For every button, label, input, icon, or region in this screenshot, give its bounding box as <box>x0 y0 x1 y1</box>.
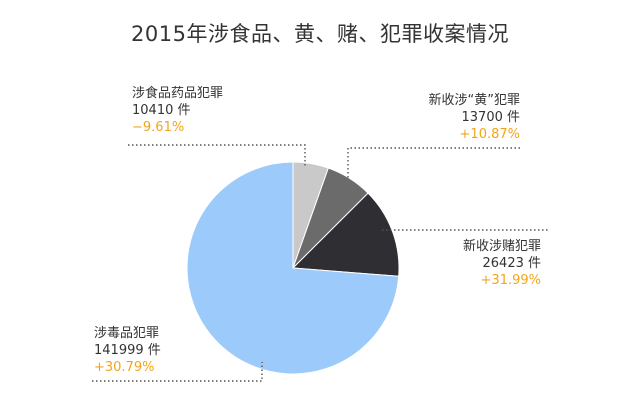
pie-slice-gambling <box>291 192 400 277</box>
slice-value-drug: 141999 件 <box>94 343 161 358</box>
label-food-drug: 涉食品药品犯罪 10410 件 −9.61% <box>132 85 223 136</box>
slice-label-drug: 涉毒品犯罪 <box>94 326 160 341</box>
leader-line-food-drug <box>128 144 306 168</box>
slice-change-drug: +30.79% <box>94 360 155 375</box>
slice-change-food-drug: −9.61% <box>132 120 185 135</box>
slice-value-food-drug: 10410 件 <box>132 103 191 118</box>
leader-line-drug <box>92 362 263 382</box>
label-gambling: 新收涉赌犯罪 26423 件 +31.99% <box>449 238 541 289</box>
slice-label-gambling: 新收涉赌犯罪 <box>462 239 541 254</box>
leader-line-porn <box>347 147 520 180</box>
slice-label-food-drug: 涉食品药品犯罪 <box>132 86 224 101</box>
label-porn: 新收涉“黄”犯罪 13700 件 +10.87% <box>414 92 520 143</box>
pie-slice-drug <box>186 161 400 375</box>
pie-slices <box>186 161 400 375</box>
label-drug: 涉毒品犯罪 141999 件 +30.79% <box>94 325 161 376</box>
leader-lines <box>92 144 549 382</box>
slice-label-porn: 新收涉“黄”犯罪 <box>428 93 520 108</box>
slice-change-gambling: +31.99% <box>480 273 541 288</box>
leader-line-gambling <box>382 229 549 232</box>
chart-title: 2015年涉食品、黄、赌、犯罪收案情况 <box>131 22 509 46</box>
slice-change-porn: +10.87% <box>459 127 520 142</box>
slice-value-porn: 13700 件 <box>461 110 521 125</box>
slice-value-gambling: 26423 件 <box>482 256 542 271</box>
